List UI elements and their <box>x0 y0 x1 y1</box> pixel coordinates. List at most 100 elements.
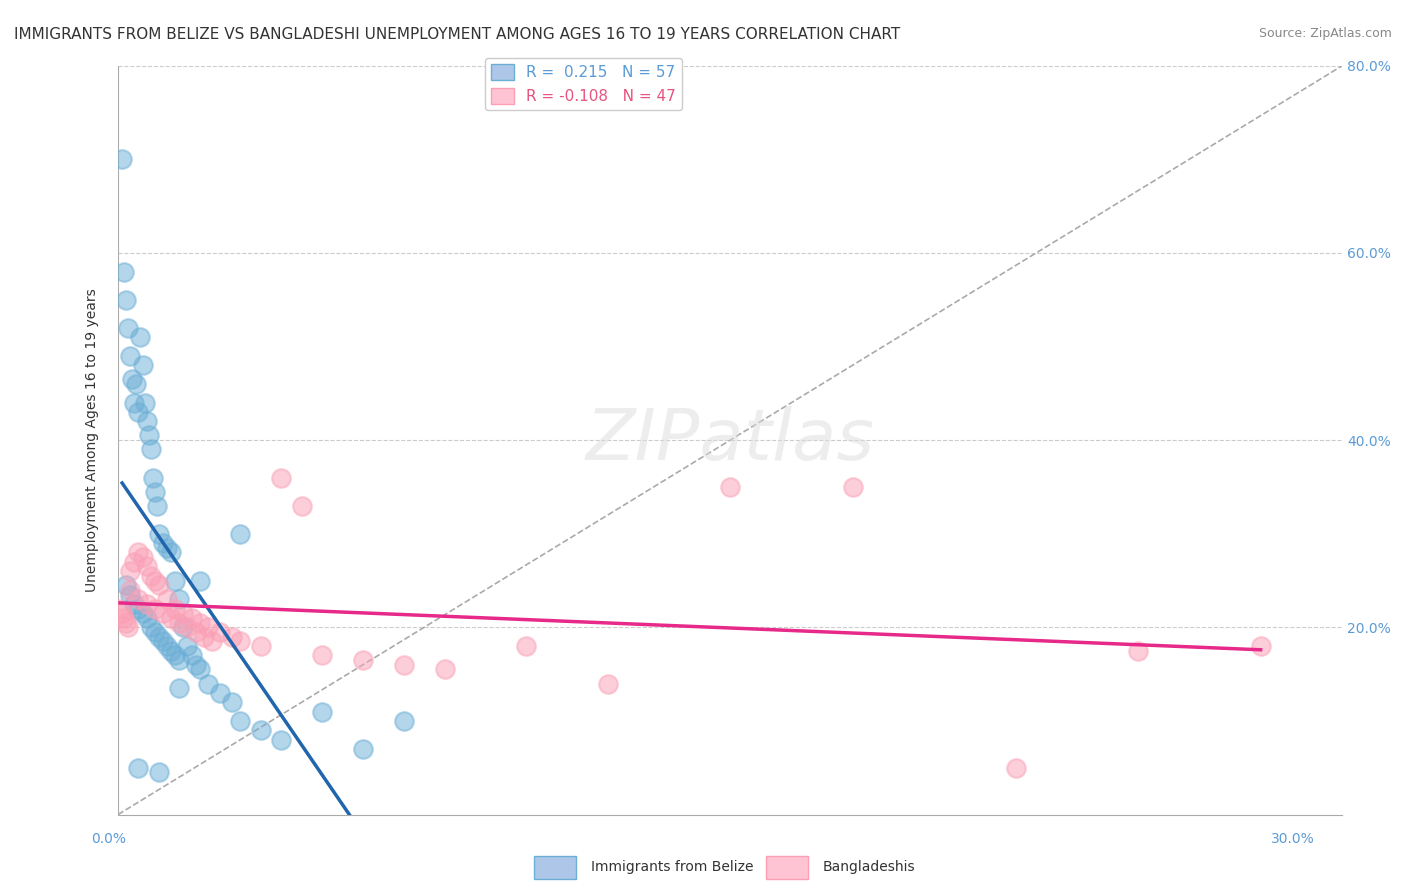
Point <box>201 634 224 648</box>
Point <box>108 601 131 615</box>
Point <box>167 681 190 696</box>
Point <box>117 320 139 334</box>
Point <box>131 550 153 565</box>
Point <box>352 742 374 756</box>
Point <box>121 372 143 386</box>
Point <box>135 597 157 611</box>
Point <box>1128 644 1150 658</box>
Point <box>172 607 194 621</box>
Point <box>129 330 152 344</box>
Legend: R =  0.215   N = 57, R = -0.108   N = 47: R = 0.215 N = 57, R = -0.108 N = 47 <box>485 58 682 111</box>
Point <box>127 405 149 419</box>
Point <box>221 630 243 644</box>
Point <box>291 499 314 513</box>
Point <box>146 499 169 513</box>
Point <box>152 536 174 550</box>
Point <box>139 442 162 457</box>
Point <box>124 395 146 409</box>
Point <box>229 714 252 728</box>
Point <box>197 620 219 634</box>
Point <box>176 639 198 653</box>
Point <box>134 395 156 409</box>
Point <box>152 634 174 648</box>
Point <box>143 574 166 588</box>
Point <box>392 657 415 672</box>
Point <box>120 582 142 597</box>
Point <box>148 630 170 644</box>
Text: Source: ZipAtlas.com: Source: ZipAtlas.com <box>1258 27 1392 40</box>
Point <box>112 265 135 279</box>
Point <box>115 578 138 592</box>
Point <box>156 639 179 653</box>
Point <box>176 620 198 634</box>
Point <box>193 630 215 644</box>
Point <box>111 153 134 167</box>
Point <box>229 526 252 541</box>
Point <box>311 648 333 663</box>
Point <box>250 723 273 738</box>
Point <box>197 676 219 690</box>
Point <box>165 574 187 588</box>
Point <box>124 555 146 569</box>
Point <box>160 545 183 559</box>
Point <box>392 714 415 728</box>
Point <box>135 611 157 625</box>
Point <box>165 648 187 663</box>
Point <box>250 639 273 653</box>
Point <box>160 611 183 625</box>
Text: Bangladeshis: Bangladeshis <box>823 860 915 874</box>
Point <box>143 601 166 615</box>
Point <box>127 592 149 607</box>
Point <box>596 676 619 690</box>
Point <box>127 761 149 775</box>
Point <box>124 597 146 611</box>
Point <box>180 611 202 625</box>
Point <box>270 732 292 747</box>
Point <box>221 695 243 709</box>
Point <box>135 414 157 428</box>
Point <box>120 564 142 578</box>
Point <box>148 765 170 780</box>
Point <box>156 592 179 607</box>
Point <box>229 634 252 648</box>
Point <box>138 428 160 442</box>
Point <box>131 358 153 372</box>
Point <box>188 574 211 588</box>
Point <box>148 578 170 592</box>
Point <box>515 639 537 653</box>
Point <box>143 625 166 640</box>
Point <box>270 470 292 484</box>
Point <box>120 349 142 363</box>
Text: 0.0%: 0.0% <box>91 832 127 846</box>
Point <box>841 480 863 494</box>
Point <box>184 625 207 640</box>
Text: ZIPatlas: ZIPatlas <box>586 406 875 475</box>
Point <box>1004 761 1026 775</box>
Point <box>135 559 157 574</box>
Point <box>433 663 456 677</box>
Text: IMMIGRANTS FROM BELIZE VS BANGLADESHI UNEMPLOYMENT AMONG AGES 16 TO 19 YEARS COR: IMMIGRANTS FROM BELIZE VS BANGLADESHI UN… <box>14 27 900 42</box>
Text: Immigrants from Belize: Immigrants from Belize <box>591 860 754 874</box>
Point <box>188 615 211 630</box>
Point <box>167 615 190 630</box>
Point <box>143 484 166 499</box>
Point <box>188 663 211 677</box>
Point <box>139 620 162 634</box>
Point <box>180 648 202 663</box>
Point <box>718 480 741 494</box>
Point <box>148 526 170 541</box>
Point <box>131 607 153 621</box>
Point <box>115 615 138 630</box>
Point <box>127 545 149 559</box>
Point <box>167 592 190 607</box>
Point <box>209 625 232 640</box>
Point <box>142 470 165 484</box>
Point <box>152 607 174 621</box>
Y-axis label: Unemployment Among Ages 16 to 19 years: Unemployment Among Ages 16 to 19 years <box>86 288 100 592</box>
Point <box>125 376 148 391</box>
Point <box>1250 639 1272 653</box>
Point <box>111 607 134 621</box>
Point <box>209 686 232 700</box>
Point <box>172 620 194 634</box>
Point <box>115 293 138 307</box>
